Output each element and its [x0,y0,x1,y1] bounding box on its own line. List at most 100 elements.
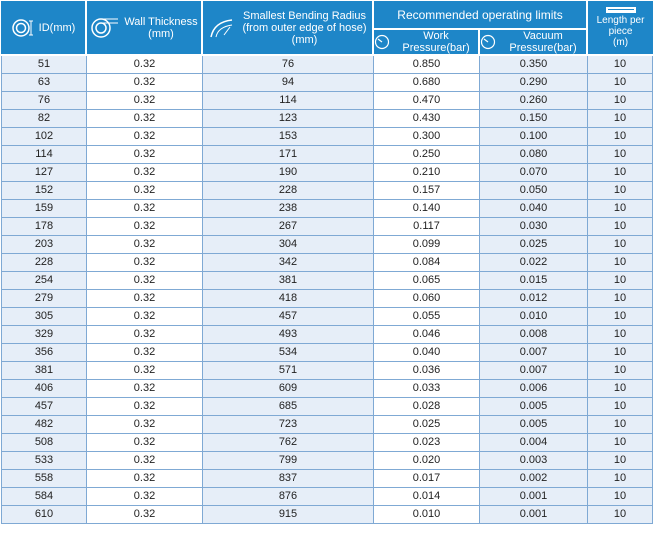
table-row: 533 0.32 799 0.020 0.003 10 [1,452,654,470]
work-pressure-cell: 0.023 [374,434,480,452]
table-row: 254 0.32 381 0.065 0.015 10 [1,272,654,290]
length-cell: 10 [588,164,654,182]
bending-cell: 342 [203,254,374,272]
bending-cell: 876 [203,488,374,506]
wall-cell: 0.32 [87,164,203,182]
vacuum-pressure-cell: 0.260 [480,92,589,110]
id-cell: 406 [1,380,87,398]
wall-cell: 0.32 [87,434,203,452]
bending-cell: 609 [203,380,374,398]
id-cell: 51 [1,56,87,74]
bending-cell: 837 [203,470,374,488]
id-cell: 558 [1,470,87,488]
vacuum-gauge-icon [480,34,496,50]
work-pressure-cell: 0.033 [374,380,480,398]
bending-cell: 123 [203,110,374,128]
length-cell: 10 [588,290,654,308]
vacuum-pressure-cell: 0.350 [480,56,589,74]
vacuum-pressure-cell: 0.025 [480,236,589,254]
table-row: 51 0.32 76 0.850 0.350 10 [1,56,654,74]
bending-cell: 153 [203,128,374,146]
header-length: Length per piece (m) [588,1,654,56]
work-pressure-cell: 0.046 [374,326,480,344]
bend-radius-icon [210,18,233,37]
wall-cell: 0.32 [87,254,203,272]
vacuum-pressure-cell: 0.070 [480,164,589,182]
length-cell: 10 [588,128,654,146]
work-pressure-cell: 0.430 [374,110,480,128]
wall-cell: 0.32 [87,452,203,470]
id-cell: 203 [1,236,87,254]
wall-cell: 0.32 [87,236,203,254]
work-pressure-cell: 0.028 [374,398,480,416]
bending-cell: 381 [203,272,374,290]
id-cell: 178 [1,218,87,236]
wall-cell: 0.32 [87,488,203,506]
work-pressure-cell: 0.010 [374,506,480,524]
table-row: 76 0.32 114 0.470 0.260 10 [1,92,654,110]
length-cell: 10 [588,308,654,326]
work-pressure-cell: 0.055 [374,308,480,326]
header-bending-line1: Smallest Bending Radius [243,9,366,22]
vacuum-pressure-cell: 0.002 [480,470,589,488]
bending-cell: 534 [203,344,374,362]
table-row: 558 0.32 837 0.017 0.002 10 [1,470,654,488]
table-row: 457 0.32 685 0.028 0.005 10 [1,398,654,416]
bending-cell: 915 [203,506,374,524]
wall-cell: 0.32 [87,308,203,326]
length-cell: 10 [588,74,654,92]
table-row: 127 0.32 190 0.210 0.070 10 [1,164,654,182]
length-cell: 10 [588,452,654,470]
tube-icon [91,17,119,38]
bending-cell: 76 [203,56,374,74]
id-cell: 159 [1,200,87,218]
work-pressure-cell: 0.036 [374,362,480,380]
vacuum-pressure-cell: 0.004 [480,434,589,452]
id-cell: 329 [1,326,87,344]
wall-cell: 0.32 [87,218,203,236]
bending-cell: 762 [203,434,374,452]
table-row: 305 0.32 457 0.055 0.010 10 [1,308,654,326]
bending-cell: 418 [203,290,374,308]
table-row: 279 0.32 418 0.060 0.012 10 [1,290,654,308]
work-pressure-cell: 0.117 [374,218,480,236]
table-row: 508 0.32 762 0.023 0.004 10 [1,434,654,452]
id-cell: 63 [1,74,87,92]
vacuum-pressure-cell: 0.040 [480,200,589,218]
id-cell: 508 [1,434,87,452]
id-cell: 114 [1,146,87,164]
id-cell: 102 [1,128,87,146]
header-id: ID(mm) [1,1,87,56]
id-cell: 305 [1,308,87,326]
length-cell: 10 [588,236,654,254]
work-pressure-cell: 0.020 [374,452,480,470]
id-cell: 228 [1,254,87,272]
work-pressure-cell: 0.017 [374,470,480,488]
table-row: 584 0.32 876 0.014 0.001 10 [1,488,654,506]
table-row: 329 0.32 493 0.046 0.008 10 [1,326,654,344]
vacuum-pressure-cell: 0.022 [480,254,589,272]
wall-cell: 0.32 [87,128,203,146]
wall-cell: 0.32 [87,92,203,110]
id-cell: 76 [1,92,87,110]
id-cell: 127 [1,164,87,182]
wall-cell: 0.32 [87,362,203,380]
work-pressure-cell: 0.099 [374,236,480,254]
work-pressure-cell: 0.157 [374,182,480,200]
wall-cell: 0.32 [87,470,203,488]
header-bending-line3: (mm) [291,33,318,46]
header-operating-limits: Recommended operating limits [374,1,589,30]
id-cell: 457 [1,398,87,416]
vacuum-pressure-cell: 0.005 [480,416,589,434]
table-row: 152 0.32 228 0.157 0.050 10 [1,182,654,200]
hose-spec-table: ID(mm) Wall Thickness (mm) [1,1,654,524]
ruler-icon [605,7,636,13]
work-pressure-cell: 0.025 [374,416,480,434]
length-cell: 10 [588,362,654,380]
length-cell: 10 [588,488,654,506]
work-pressure-cell: 0.040 [374,344,480,362]
wall-cell: 0.32 [87,398,203,416]
work-pressure-cell: 0.060 [374,290,480,308]
length-cell: 10 [588,272,654,290]
ring-icon [11,18,33,37]
